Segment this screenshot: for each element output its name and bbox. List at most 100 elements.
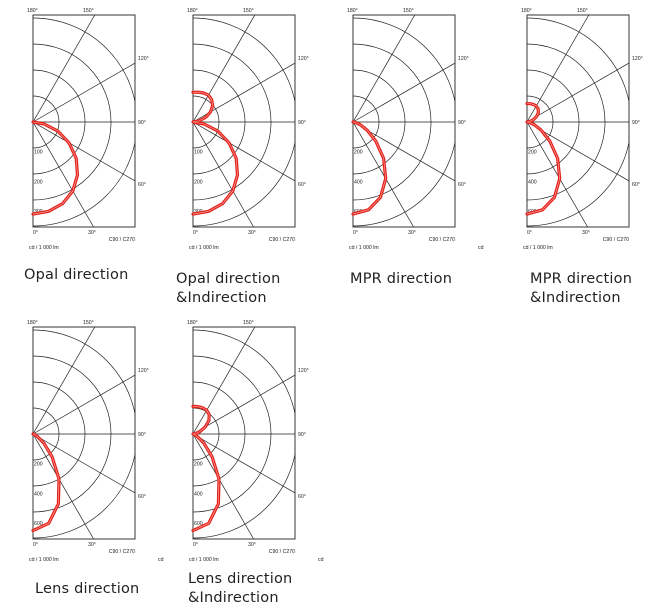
chart-frame <box>353 15 455 227</box>
angle-label-120: 120° <box>298 368 309 374</box>
chart-frame <box>193 15 295 227</box>
radial-tick-label: 200 <box>34 462 43 468</box>
radial-tick-label: 200 <box>194 179 203 185</box>
angle-label-90: 90° <box>138 120 146 126</box>
unit-label: cd / 1 000 lm <box>523 245 553 251</box>
angle-label-90: 90° <box>138 432 146 438</box>
angle-label-0: 0° <box>193 230 198 236</box>
caption-line: Opal direction <box>24 266 128 285</box>
intensity-curve <box>33 434 59 531</box>
polar-ray <box>33 327 95 434</box>
chart-frame <box>33 327 135 539</box>
chart-caption: MPR direction <box>350 270 452 289</box>
angle-label-180: 180° <box>187 8 198 14</box>
cd-label: cd <box>158 557 164 563</box>
angle-label-90: 90° <box>298 432 306 438</box>
intensity-curve <box>353 122 386 214</box>
angle-label-0: 0° <box>527 230 532 236</box>
unit-label: cd / 1 000 lm <box>29 557 59 563</box>
caption-line: MPR direction <box>350 270 452 289</box>
radial-tick-label: 400 <box>34 491 43 497</box>
angle-label-0: 0° <box>33 542 38 548</box>
c-plane-label: C90 / C270 <box>603 237 629 243</box>
caption-line: Lens direction <box>35 580 139 599</box>
c-plane-label: C90 / C270 <box>269 237 295 243</box>
cd-label: cd <box>318 557 324 563</box>
angle-label-30: 30° <box>582 230 590 236</box>
angle-label-30: 30° <box>88 230 96 236</box>
angle-label-90: 90° <box>298 120 306 126</box>
angle-label-60: 60° <box>458 182 466 188</box>
polar-ray <box>33 15 95 122</box>
caption-line: MPR direction <box>530 270 632 289</box>
angle-label-150: 150° <box>403 8 414 14</box>
radial-tick-label: 400 <box>354 179 363 185</box>
angle-label-150: 150° <box>243 8 254 14</box>
radial-tick-label: 200 <box>194 462 203 468</box>
c-plane-label: C90 / C270 <box>429 237 455 243</box>
angle-label-30: 30° <box>88 542 96 548</box>
angle-label-180: 180° <box>27 8 38 14</box>
caption-line: &Indirection <box>176 289 280 308</box>
angle-label-60: 60° <box>632 182 640 188</box>
angle-label-180: 180° <box>27 320 38 326</box>
angle-label-150: 150° <box>243 320 254 326</box>
angle-label-30: 30° <box>248 230 256 236</box>
angle-label-60: 60° <box>138 494 146 500</box>
angle-label-0: 0° <box>353 230 358 236</box>
polar-ray <box>353 15 415 122</box>
angle-label-120: 120° <box>138 56 149 62</box>
radial-tick-label: 200 <box>354 150 363 156</box>
polar-ray <box>193 15 255 122</box>
chart-caption: Lens direction&Indirection <box>188 570 292 608</box>
cd-label: cd <box>478 245 484 251</box>
unit-label: cd / 1 000 lm <box>29 245 59 251</box>
angle-label-120: 120° <box>138 368 149 374</box>
chart-caption: Opal direction&Indirection <box>176 270 280 308</box>
chart-frame <box>33 15 135 227</box>
angle-label-30: 30° <box>248 542 256 548</box>
angle-label-120: 120° <box>298 56 309 62</box>
radial-tick-label: 100 <box>34 150 43 156</box>
radial-tick-label: 200 <box>528 150 537 156</box>
angle-label-180: 180° <box>521 8 532 14</box>
unit-label: cd / 1 000 lm <box>349 245 379 251</box>
angle-label-120: 120° <box>632 56 643 62</box>
chart-caption: Opal direction <box>24 266 128 285</box>
caption-line: Lens direction <box>188 570 292 589</box>
angle-label-0: 0° <box>33 230 38 236</box>
angle-label-120: 120° <box>458 56 469 62</box>
unit-label: cd / 1 000 lm <box>189 245 219 251</box>
angle-label-30: 30° <box>408 230 416 236</box>
angle-label-150: 150° <box>83 320 94 326</box>
chart-frame <box>527 15 629 227</box>
caption-line: Opal direction <box>176 270 280 289</box>
angle-label-150: 150° <box>577 8 588 14</box>
c-plane-label: C90 / C270 <box>109 549 135 555</box>
radial-tick-label: 200 <box>34 179 43 185</box>
chart-caption: MPR direction&Indirection <box>530 270 632 308</box>
angle-label-180: 180° <box>187 320 198 326</box>
angle-label-180: 180° <box>347 8 358 14</box>
c-plane-label: C90 / C270 <box>269 549 295 555</box>
c-plane-label: C90 / C270 <box>109 237 135 243</box>
angle-label-90: 90° <box>458 120 466 126</box>
radial-tick-label: 100 <box>194 150 203 156</box>
angle-label-60: 60° <box>298 494 306 500</box>
caption-line: &Indirection <box>188 589 292 608</box>
chart-caption: Lens direction <box>35 580 139 599</box>
angle-label-60: 60° <box>298 182 306 188</box>
unit-label: cd / 1 000 lm <box>189 557 219 563</box>
caption-line: &Indirection <box>530 289 632 308</box>
chart-frame <box>193 327 295 539</box>
angle-label-60: 60° <box>138 182 146 188</box>
angle-label-0: 0° <box>193 542 198 548</box>
angle-label-90: 90° <box>632 120 640 126</box>
angle-label-150: 150° <box>83 8 94 14</box>
